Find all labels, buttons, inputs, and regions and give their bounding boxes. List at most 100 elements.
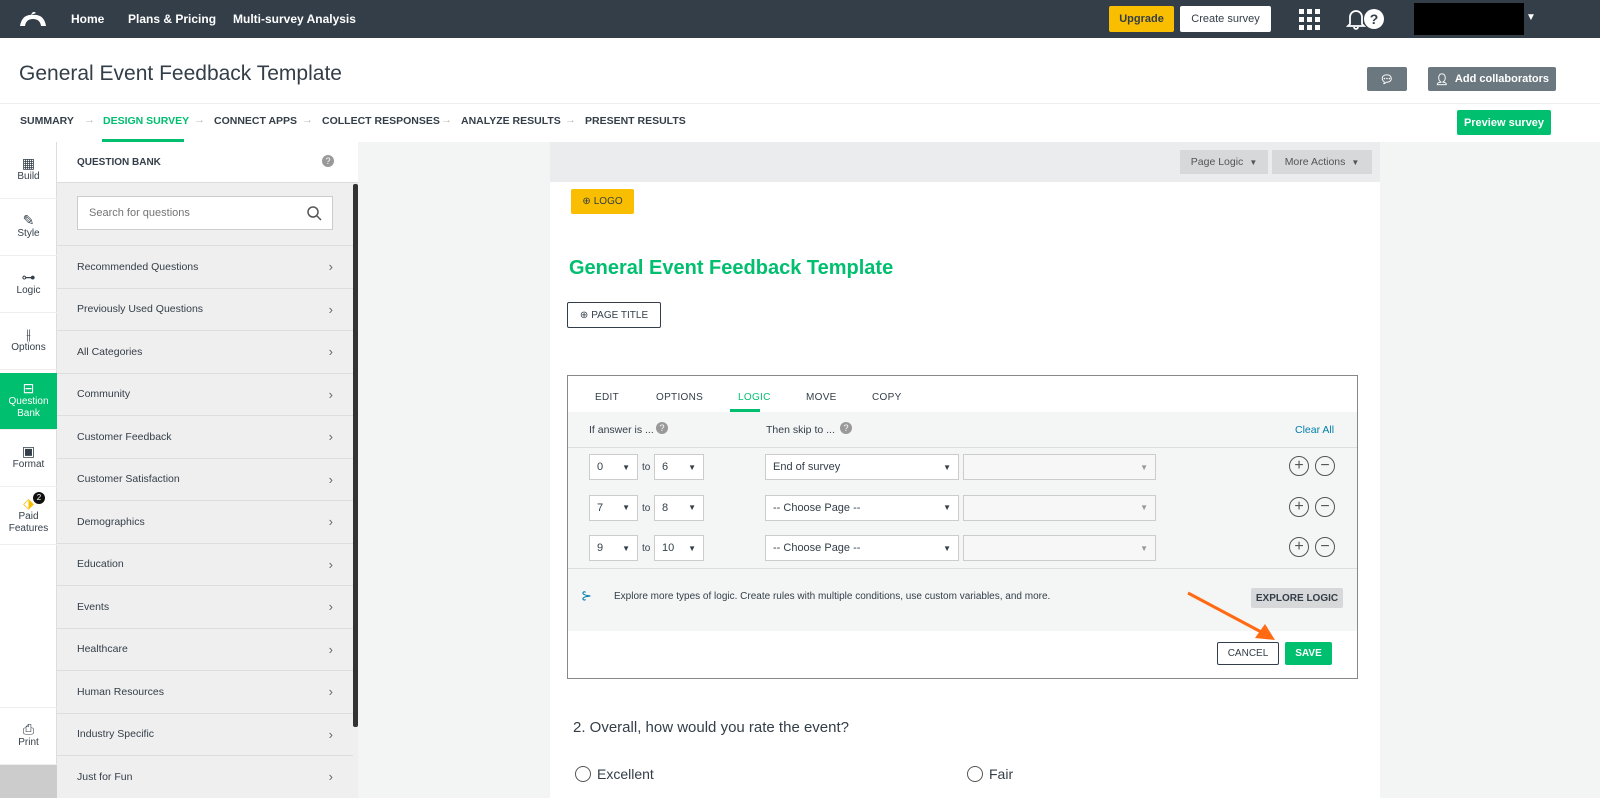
question-search-input[interactable] (77, 196, 333, 230)
skip-question-select[interactable]: ▼ (963, 454, 1156, 480)
add-logo-button[interactable]: ⊕ LOGO (571, 189, 634, 214)
upgrade-button[interactable]: Upgrade (1109, 6, 1174, 32)
help-icon[interactable]: ? (1364, 9, 1384, 29)
rail-footer (0, 765, 57, 798)
then-skip-label: Then skip to ... (766, 424, 835, 436)
account-name-redacted[interactable] (1414, 3, 1524, 35)
answer-to-select[interactable]: 8 ▼ (654, 494, 704, 521)
explore-logic-button[interactable]: EXPLORE LOGIC (1251, 588, 1343, 608)
tab-logic[interactable]: LOGIC (738, 392, 771, 403)
question-category-item[interactable]: Community › (57, 372, 353, 416)
logic-branch-icon: ⊱ (581, 588, 592, 603)
question-category-item[interactable]: Education › (57, 542, 353, 586)
search-icon[interactable] (307, 206, 322, 221)
option-excellent[interactable]: Excellent (575, 766, 654, 782)
rail-paid-features[interactable]: ⬗ Paid Features 2 (0, 487, 57, 545)
scrollbar[interactable] (353, 184, 358, 727)
question-category-item[interactable]: Just for Fun › (57, 755, 353, 798)
rail-format[interactable]: ▣ Format (0, 430, 57, 487)
question-category-item[interactable]: Previously Used Questions › (57, 287, 353, 331)
select-value: -- Choose Page -- (773, 501, 861, 514)
help-icon[interactable]: ? (322, 155, 334, 167)
question-category-item[interactable]: Healthcare › (57, 627, 353, 671)
page-logic-dropdown[interactable]: Page Logic ▼ (1180, 150, 1268, 174)
step-summary[interactable]: SUMMARY (20, 115, 74, 127)
question-search-field[interactable] (78, 197, 288, 229)
rail-logic[interactable]: ⊶ Logic (0, 256, 57, 313)
rail-build[interactable]: ▦ Build (0, 142, 57, 199)
add-collaborators-button[interactable]: 👤︎ Add collaborators (1428, 67, 1556, 91)
select-value: 10 (662, 542, 675, 554)
radio-button[interactable] (967, 766, 983, 782)
more-actions-dropdown[interactable]: More Actions ▼ (1272, 150, 1372, 174)
remove-rule-icon[interactable]: − (1315, 537, 1335, 557)
step-present-results[interactable]: PRESENT RESULTS (585, 115, 686, 127)
rail-options[interactable]: ⫲ Options (0, 313, 57, 370)
add-rule-icon[interactable]: + (1289, 496, 1309, 517)
nav-home[interactable]: Home (71, 12, 105, 26)
question-category-item[interactable]: Customer Satisfaction › (57, 457, 353, 501)
nav-multi-survey-analysis[interactable]: Multi-survey Analysis (233, 12, 356, 26)
clear-all-link[interactable]: Clear All (1295, 424, 1335, 436)
active-tab-underline (730, 409, 760, 412)
category-label: Industry Specific (77, 728, 155, 741)
question-category-item[interactable]: Human Resources › (57, 670, 353, 713)
surveymonkey-logo-icon[interactable] (18, 10, 48, 28)
step-analyze-results[interactable]: ANALYZE RESULTS (461, 115, 561, 127)
option-fair[interactable]: Fair (967, 766, 1013, 782)
rail-label: Style (17, 228, 40, 239)
caret-down-icon: ▼ (688, 503, 696, 512)
skip-destination-select[interactable]: -- Choose Page -- ▼ (765, 494, 959, 521)
help-icon[interactable]: ? (840, 422, 852, 434)
step-design-survey[interactable]: DESIGN SURVEY (103, 115, 190, 127)
question-category-item[interactable]: Events › (57, 585, 353, 628)
tab-copy[interactable]: COPY (872, 392, 902, 403)
skip-question-select[interactable]: ▼ (963, 535, 1156, 561)
account-dropdown-icon[interactable]: ▼ (1526, 12, 1536, 23)
skip-destination-select[interactable]: End of survey ▼ (765, 454, 959, 480)
save-button[interactable]: SAVE (1285, 642, 1332, 665)
cancel-button[interactable]: CANCEL (1217, 642, 1279, 665)
skip-question-select[interactable]: ▼ (963, 494, 1156, 521)
nav-plans-pricing[interactable]: Plans & Pricing (128, 12, 217, 26)
category-label: Just for Fun (77, 770, 133, 783)
step-collect-responses[interactable]: COLLECT RESPONSES (322, 115, 440, 127)
tab-move[interactable]: MOVE (806, 392, 837, 403)
caret-down-icon: ▼ (943, 543, 951, 553)
apps-grid-icon[interactable] (1299, 9, 1321, 31)
preview-survey-button[interactable]: Preview survey (1457, 110, 1551, 135)
answer-from-select[interactable]: 0 ▼ (589, 454, 638, 480)
tab-edit[interactable]: EDIT (595, 392, 619, 403)
radio-button[interactable] (575, 766, 591, 782)
answer-to-select[interactable]: 10 ▼ (654, 535, 704, 561)
comments-button[interactable]: 💬︎ (1367, 67, 1407, 91)
answer-from-select[interactable]: 7 ▼ (589, 494, 638, 521)
remove-rule-icon[interactable]: − (1315, 456, 1335, 476)
add-rule-icon[interactable]: + (1289, 537, 1309, 557)
rail-question-bank[interactable]: ⊟ Question Bank (0, 373, 57, 430)
answer-from-select[interactable]: 9 ▼ (589, 535, 638, 561)
question-category-item[interactable]: All Categories › (57, 330, 353, 373)
notifications-bell-icon[interactable] (1346, 8, 1366, 30)
step-connect-apps[interactable]: CONNECT APPS (214, 115, 298, 127)
answer-to-select[interactable]: 6 ▼ (654, 454, 704, 480)
caret-down-icon: ▼ (1249, 157, 1258, 167)
question-category-item[interactable]: Demographics › (57, 500, 353, 543)
plus-circle-icon: ⊕ (579, 309, 589, 321)
tab-options[interactable]: OPTIONS (656, 392, 704, 403)
help-icon[interactable]: ? (656, 422, 668, 434)
question-2-text: 2. Overall, how would you rate the event… (573, 719, 849, 736)
remove-rule-icon[interactable]: − (1315, 496, 1335, 517)
divider (568, 568, 1357, 569)
add-rule-icon[interactable]: + (1289, 456, 1309, 476)
rail-style[interactable]: ✎ Style (0, 199, 57, 256)
create-survey-button[interactable]: Create survey (1180, 6, 1271, 32)
chevron-right-icon: › (328, 556, 333, 572)
skip-destination-select[interactable]: -- Choose Page -- ▼ (765, 535, 959, 561)
rail-print[interactable]: ⎙ Print (0, 707, 57, 765)
question-category-item[interactable]: Customer Feedback › (57, 415, 353, 458)
add-page-title-button[interactable]: ⊕ PAGE TITLE (567, 302, 661, 328)
question-category-item[interactable]: Recommended Questions › (57, 245, 353, 288)
question-category-item[interactable]: Industry Specific › (57, 712, 353, 756)
category-label: Customer Satisfaction (77, 473, 180, 486)
